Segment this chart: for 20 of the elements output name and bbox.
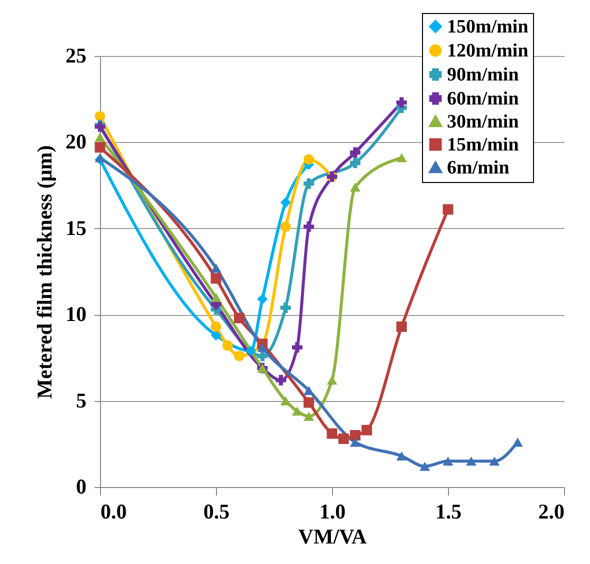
legend-label: 6m/min: [447, 158, 510, 178]
legend-label: 90m/min: [447, 64, 520, 86]
y-tick-label: 0: [76, 474, 86, 498]
y-tick-label: 25: [66, 44, 86, 68]
x-tick-label: 1.5: [435, 500, 462, 524]
legend-label: 150m/min: [447, 16, 529, 38]
x-tick-label: 0.5: [203, 500, 230, 524]
y-axis-title: Metered film thickness (μm): [32, 145, 56, 399]
x-tick-label: 2.0: [538, 500, 564, 524]
y-tick-label: 15: [66, 216, 86, 240]
legend-label: 15m/min: [447, 134, 520, 156]
legend-label: 120m/min: [447, 40, 529, 62]
x-tick-label: 0.0: [100, 500, 127, 524]
legend-label: 30m/min: [447, 112, 520, 132]
x-tick-label: 1.0: [319, 500, 346, 524]
legend-label: 60m/min: [447, 88, 520, 110]
x-axis-title: VM/VA: [298, 524, 368, 548]
y-tick-label: 10: [66, 302, 86, 326]
y-tick-label: 5: [76, 388, 86, 412]
y-tick-label: 20: [66, 130, 86, 154]
